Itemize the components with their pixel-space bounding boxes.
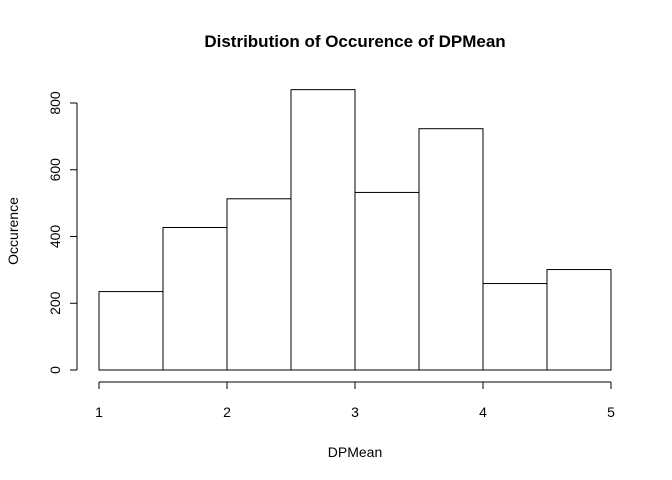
bars-group xyxy=(98,89,612,371)
y-tick-label: 200 xyxy=(47,291,63,315)
x-tick-label: 2 xyxy=(223,404,231,420)
y-tick-label: 600 xyxy=(47,158,63,182)
histogram-bar xyxy=(226,198,292,371)
histogram-bar xyxy=(546,269,612,371)
histogram-bar xyxy=(290,89,356,371)
x-axis: 1 2 3 4 5 xyxy=(95,381,615,420)
x-axis-label: DPMean xyxy=(328,444,382,460)
y-tick-label: 0 xyxy=(47,366,63,374)
y-tick-label: 800 xyxy=(47,91,63,115)
x-tick-label: 3 xyxy=(351,404,359,420)
histogram-bar xyxy=(98,291,164,371)
y-axis-label: Occurence xyxy=(5,197,21,265)
histogram-bar xyxy=(354,191,420,371)
x-tick-label: 4 xyxy=(479,404,487,420)
x-tick-label: 5 xyxy=(607,404,615,420)
chart-title: Distribution of Occurence of DPMean xyxy=(204,32,505,51)
histogram-bar xyxy=(162,226,228,371)
histogram-bar xyxy=(418,128,484,371)
x-tick-label: 1 xyxy=(95,404,103,420)
y-axis: 0 200 400 600 800 xyxy=(47,91,78,374)
histogram-bar xyxy=(482,283,548,371)
y-tick-label: 400 xyxy=(47,225,63,249)
